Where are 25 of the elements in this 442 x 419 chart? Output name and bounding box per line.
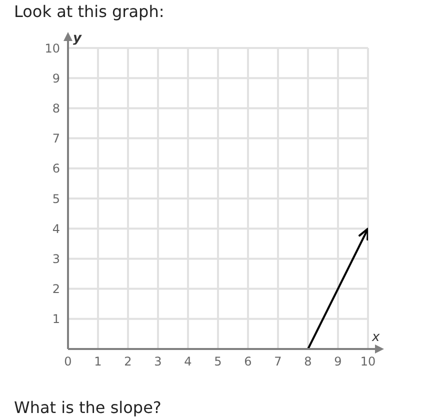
x-tick-label: 8	[304, 354, 312, 369]
x-tick-label: 4	[184, 354, 192, 369]
y-axis-title: y	[73, 31, 82, 46]
y-tick-label: 1	[52, 312, 60, 326]
y-tick-label: 3	[52, 252, 60, 266]
x-tick-label: 7	[274, 354, 282, 369]
x-tick-label: 3	[154, 354, 162, 369]
x-tick-label: 6	[244, 354, 252, 369]
x-tick-label: 10	[360, 354, 376, 369]
y-tick-label: 2	[52, 282, 60, 296]
y-tick-label: 6	[52, 162, 60, 176]
x-tick-label: 9	[334, 354, 342, 369]
chart-title: Look at this graph:	[14, 2, 164, 21]
y-tick-label: 8	[52, 101, 60, 116]
text: What is the slope?	[14, 398, 162, 417]
y-tick-label: 10	[44, 41, 60, 56]
y-tick-label: 4	[52, 222, 60, 236]
y-tick-label: 7	[52, 132, 60, 146]
x-tick-label: 0	[64, 354, 72, 369]
x-tick-label: 1	[94, 354, 102, 369]
x-tick-label: 5	[214, 354, 222, 369]
y-tick-label: 9	[52, 71, 60, 86]
x-axis-title: x	[371, 330, 380, 345]
x-tick-label: 2	[124, 354, 132, 369]
y-tick-label: 5	[52, 192, 60, 206]
